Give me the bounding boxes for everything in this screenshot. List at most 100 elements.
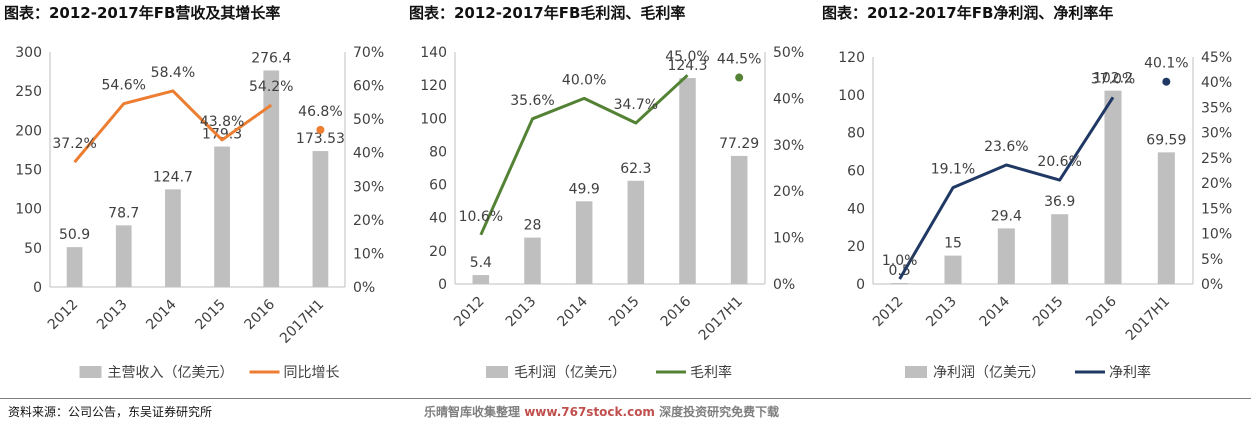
left-axis-tick-label: 300 [15,45,42,61]
bar [115,225,132,287]
right-axis-tick-label: 40% [773,91,804,107]
legend-swatch-bar [79,366,102,378]
bar [944,255,962,284]
right-axis-tick-label: 10% [773,231,804,247]
bar [472,275,490,284]
right-axis-tick-label: 50% [353,112,384,128]
x-axis-tick-label: 2016 [658,293,695,330]
right-axis-tick-label: 30% [1201,126,1232,142]
left-axis-tick-label: 0 [856,277,865,293]
source-note: 资料来源：公司公告，东吴证券研究所 [8,405,213,419]
line-data-label: 43.8% [200,114,244,130]
x-axis-tick-label: 2015 [606,294,643,331]
watermark-prefix: 乐晴智库收集整理 [424,405,521,419]
x-axis-tick-label: 2013 [94,297,131,334]
line-point [1162,77,1171,86]
chart-svg: 0 20 40 60 80 100 120 0% 5% 10% 15% 20% 25% 30% 35% 40%… [838,50,1232,381]
watermark-suffix: 深度投资研究免费下载 [659,405,780,419]
x-axis-tick-label: 2016 [1083,293,1120,330]
line-data-label: 44.5% [717,52,761,68]
left-axis-tick-label: 40 [429,211,447,227]
left-axis-tick-label: 100 [420,111,447,127]
line-point [735,73,744,82]
left-axis-tick-label: 120 [838,50,865,66]
bar [575,201,593,284]
x-axis-tick-label: 2013 [503,294,540,331]
x-axis-tick-label: 2012 [45,297,82,334]
line-data-label: 46.8% [298,104,342,120]
bar-data-label: 28 [524,218,542,234]
right-axis-tick-label: 25% [1201,151,1232,167]
left-axis-tick-label: 60 [847,164,865,180]
legend-label: 毛利润（亿美元） [514,365,626,381]
bar-data-label: 49.9 [569,181,600,197]
line-data-label: 40.0% [562,72,606,88]
right-axis-tick-label: 35% [1201,100,1232,116]
left-axis-tick-label: 120 [420,78,447,94]
watermark-url[interactable]: www.767stock.com [524,405,655,419]
right-axis-tick-label: 30% [773,138,804,154]
line-series [479,74,689,236]
x-axis-tick-label: 2015 [1030,294,1067,331]
bar-data-label: 173.53 [296,131,345,147]
line-data-label: 34.7% [614,97,658,113]
right-axis-tick-label: 45% [1201,50,1232,66]
line-data-label: 40.1% [1144,56,1188,72]
line-data-label: 20.6% [1037,154,1081,170]
x-axis-tick-label: 2017H1 [696,294,746,344]
x-axis-tick-label: 2014 [143,296,180,333]
line-data-label: 54.6% [102,78,146,94]
bar-data-label: 78.7 [108,205,139,221]
left-axis-tick-label: 140 [420,45,447,61]
bar-data-label: 15 [944,236,962,252]
legend-label: 净利润（亿美元） [933,365,1045,381]
bar-data-label: 102.2 [1093,71,1133,87]
line-point [316,125,325,134]
left-axis-tick-label: 50 [24,241,42,257]
source-divider [0,398,1251,399]
bar-data-label: 276.4 [251,50,291,66]
line-data-label: 35.6% [510,93,554,109]
right-axis-tick-label: 60% [353,79,384,95]
x-axis-tick-label: 2013 [923,294,960,331]
watermark: 乐晴智库收集整理 www.767stock.com 深度投资研究免费下载 [424,403,779,420]
chart-title: 图表：2012-2017年FB净利润、净利率年 [822,4,1114,22]
bar [891,283,909,284]
bar-data-label: 5.4 [470,255,492,271]
right-axis-tick-label: 20% [1201,176,1232,192]
bar [1051,214,1069,284]
right-axis-tick-label: 5% [1201,252,1223,268]
line-data-label: 37.2% [52,136,96,152]
bar-data-label: 50.9 [59,227,90,243]
bar-data-label: 77.29 [719,136,759,152]
right-axis-tick-label: 0% [353,280,375,296]
x-axis-tick-label: 2012 [870,294,907,331]
x-axis-tick-label: 2016 [242,296,279,333]
left-axis-tick-label: 20 [847,239,865,255]
line-data-label: 37.0% [1091,71,1135,87]
right-axis-tick-label: 10% [1201,227,1232,243]
right-axis-tick-label: 40% [1201,75,1232,91]
left-axis-tick-label: 40 [847,201,865,217]
x-axis-tick-label: 2017H1 [1123,294,1173,344]
left-axis-tick-label: 250 [15,84,42,100]
bar [627,180,645,284]
left-axis-tick-label: 80 [429,144,447,160]
line-data-label: 45.0% [665,49,709,65]
left-axis-tick-label: 0 [33,280,42,296]
bar-data-label: 62.3 [620,161,651,177]
chart-panel-gross-profit: 图表：2012-2017年FB毛利润、毛利率 0 20 40 60 80 100 120 14… [405,0,810,398]
legend-label: 净利率 [1109,364,1151,381]
bar [1157,152,1175,284]
legend-swatch-bar [486,366,508,378]
legend-swatch-bar [905,366,927,378]
chart-panel-net-profit: 图表：2012-2017年FB净利润、净利率年 0 20 40 60 80 100 120 0… [818,0,1248,398]
chart-title: 图表：2012-2017年FB营收及其增长率 [4,4,281,22]
line-data-label: 19.1% [931,162,975,178]
bar [679,78,696,284]
line-series [898,96,1115,280]
bar-data-label: 36.9 [1044,194,1075,210]
bar-data-label: 124.3 [667,58,707,74]
right-axis-tick-label: 0% [1201,277,1223,293]
line-data-label: 23.6% [984,139,1028,155]
